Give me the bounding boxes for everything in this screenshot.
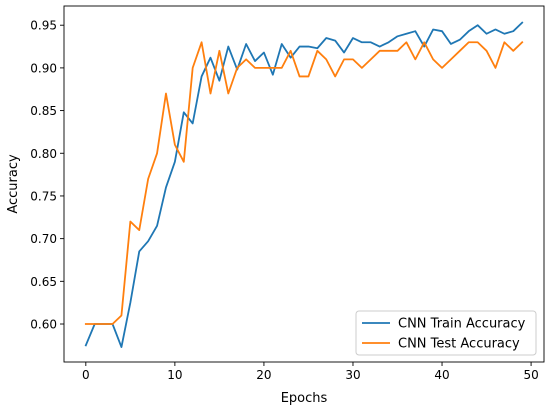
x-tick-label: 40	[434, 368, 449, 382]
y-axis-ticks: 0.60 0.65 0.70 0.75 0.80 0.85 0.90 0.95	[30, 19, 64, 332]
legend: CNN Train Accuracy CNN Test Accuracy	[355, 310, 537, 356]
y-tick-label: 0.60	[30, 318, 57, 332]
x-tick-label: 50	[523, 368, 538, 382]
series-layer	[84, 21, 524, 348]
legend-label-train: CNN Train Accuracy	[398, 317, 526, 332]
y-tick-label: 0.65	[30, 275, 57, 289]
series-line-test	[84, 41, 524, 325]
y-axis-label: Accuracy	[6, 154, 21, 214]
y-tick-label: 0.75	[30, 189, 57, 203]
y-tick-label: 0.90	[30, 61, 57, 75]
x-tick-label: 30	[345, 368, 360, 382]
x-axis-ticks: 0 10 20 30 40 50	[82, 362, 539, 382]
legend-label-test: CNN Test Accuracy	[398, 337, 520, 352]
plot-area-frame	[63, 5, 545, 363]
x-tick-label: 10	[167, 368, 182, 382]
y-tick-label: 0.85	[30, 104, 57, 118]
x-tick-label: 20	[256, 368, 271, 382]
x-tick-label: 0	[82, 368, 90, 382]
y-tick-label: 0.95	[30, 19, 57, 33]
y-tick-label: 0.80	[30, 147, 57, 161]
x-axis-label: Epochs	[281, 391, 328, 406]
y-tick-label: 0.70	[30, 232, 57, 246]
legend-box	[355, 310, 537, 356]
series-line-train	[84, 21, 524, 348]
